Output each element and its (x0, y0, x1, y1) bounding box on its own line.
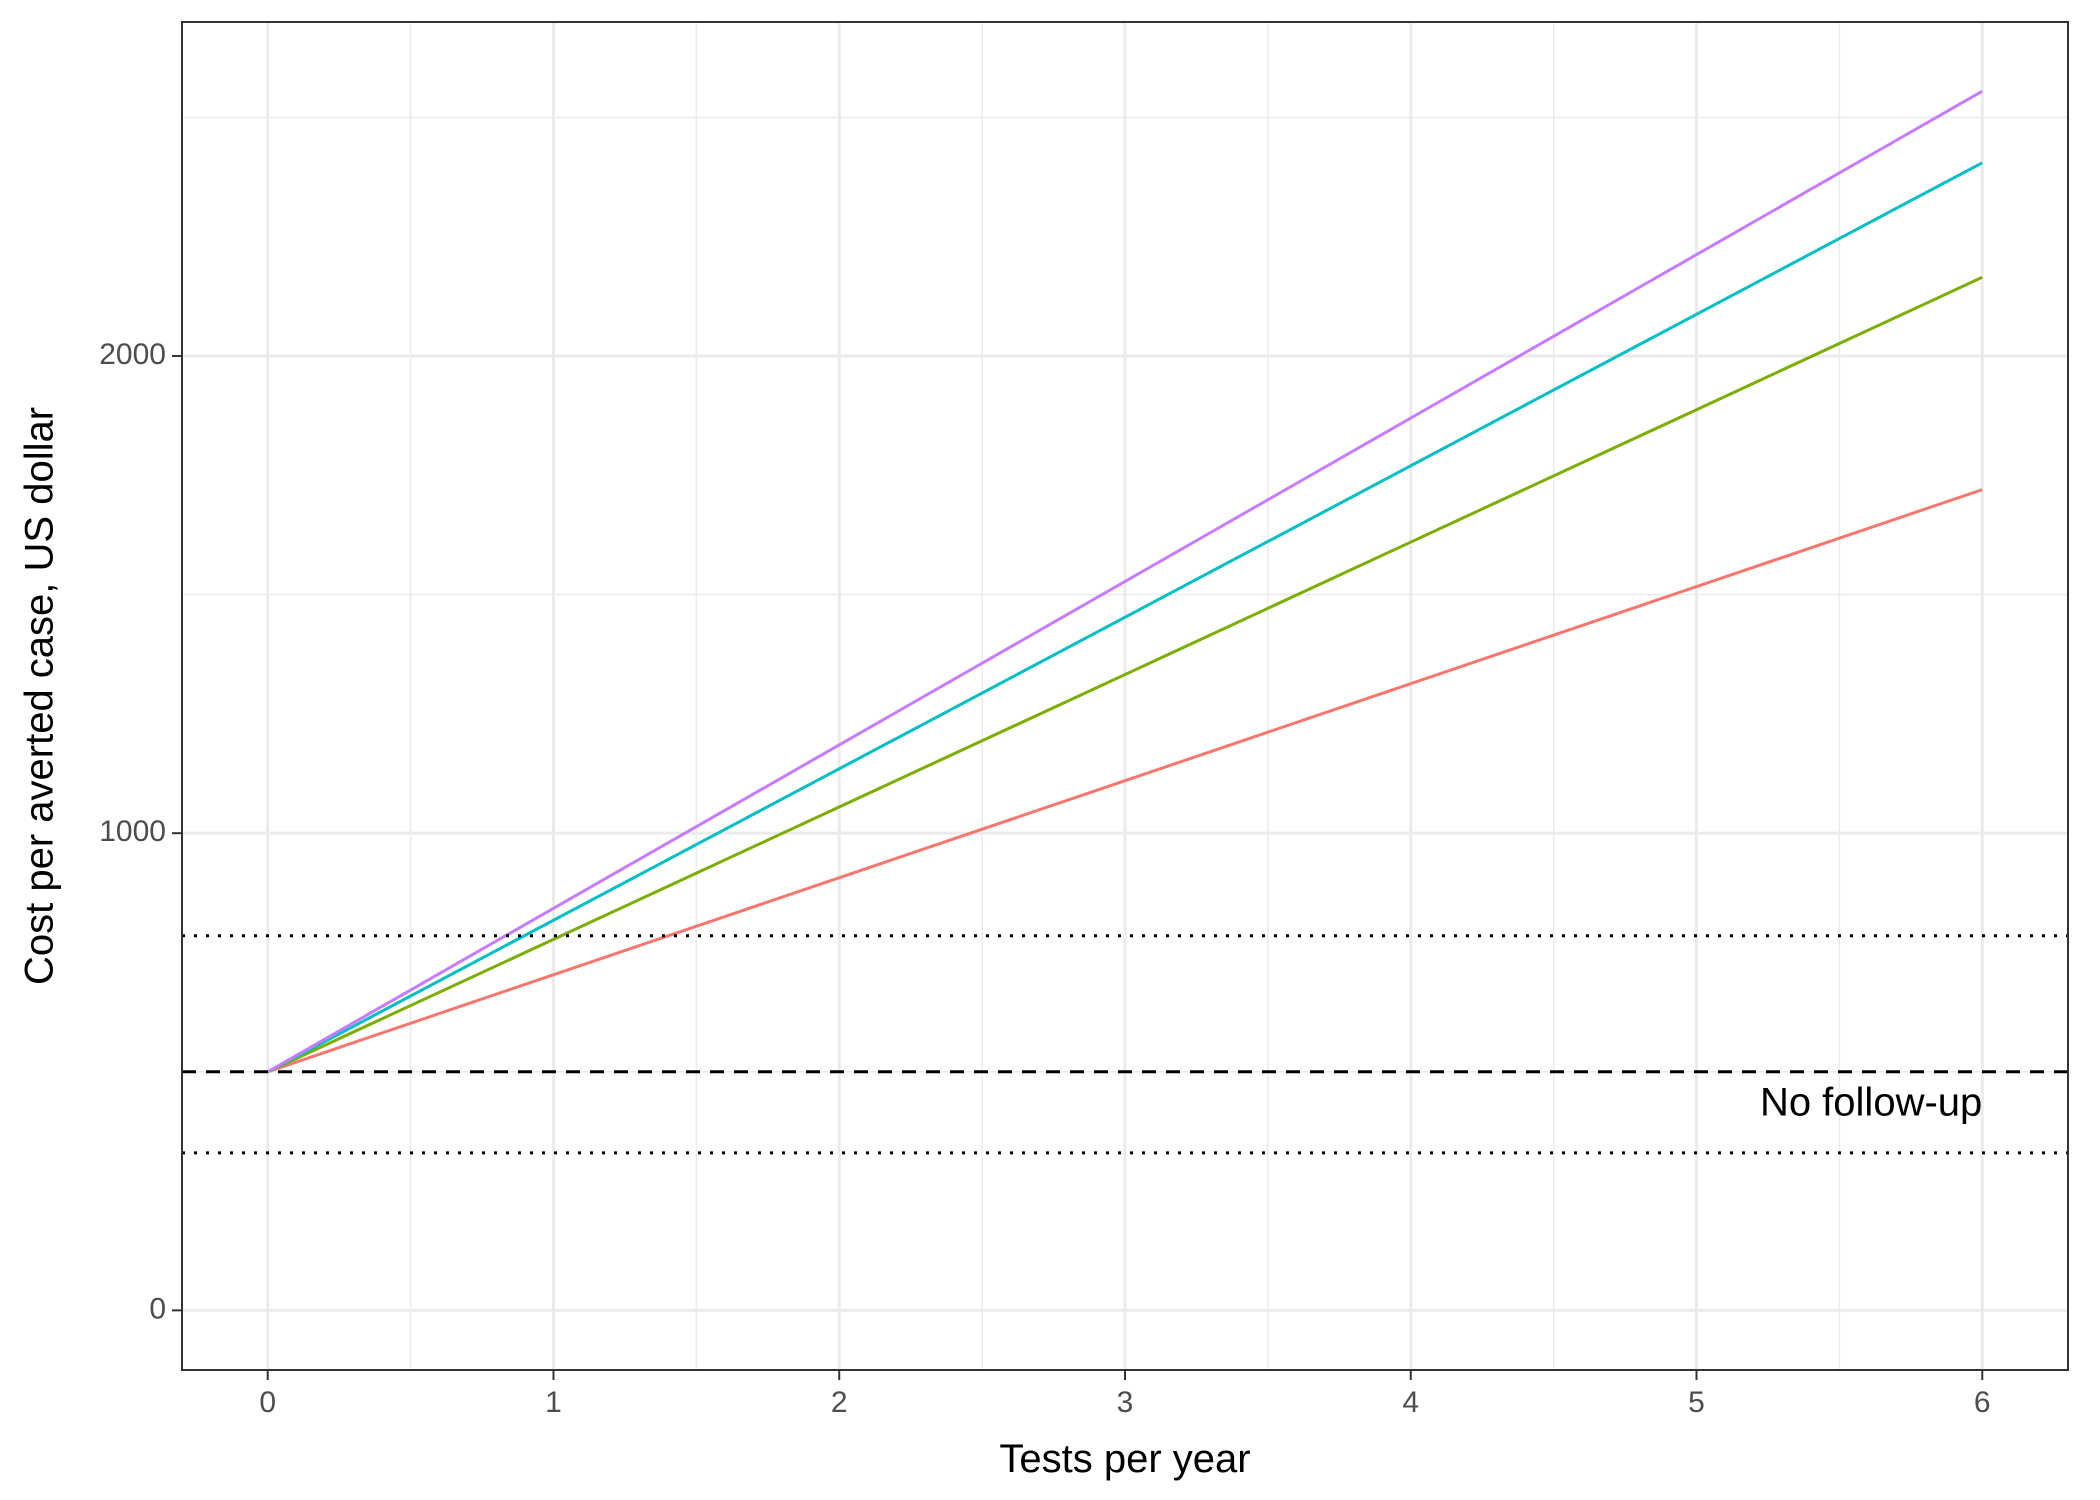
annotation-label: No follow-up (1760, 1081, 1982, 1125)
series-line-1 (267, 488, 1983, 1074)
x-axis-title: Tests per year (999, 1437, 1250, 1481)
y-tick-label: 2000 (99, 338, 166, 371)
series-line-4 (266, 89, 1984, 1074)
major-gridlines (182, 22, 2068, 1370)
y-tick-label: 1000 (99, 815, 166, 848)
reference-lines (182, 934, 2068, 1155)
x-tick-label: 3 (1117, 1386, 1134, 1419)
y-tick-label: 0 (149, 1292, 166, 1325)
y-axis-title: Cost per averted case, US dollar (18, 407, 62, 985)
x-tick-label: 4 (1402, 1386, 1419, 1419)
x-tick-label: 5 (1688, 1386, 1705, 1419)
x-tick-label: 6 (1974, 1386, 1991, 1419)
y-axis: 0 1000 2000 (99, 338, 182, 1325)
series-line-3 (267, 161, 1983, 1074)
x-tick-label: 0 (259, 1386, 276, 1419)
series-lines (266, 89, 1984, 1074)
annotations: No follow-up (1760, 1081, 1982, 1125)
series-line-2 (267, 275, 1983, 1074)
x-axis: 0 1 2 3 4 5 6 (259, 1370, 1991, 1419)
x-tick-label: 1 (545, 1386, 562, 1419)
x-tick-label: 2 (831, 1386, 848, 1419)
